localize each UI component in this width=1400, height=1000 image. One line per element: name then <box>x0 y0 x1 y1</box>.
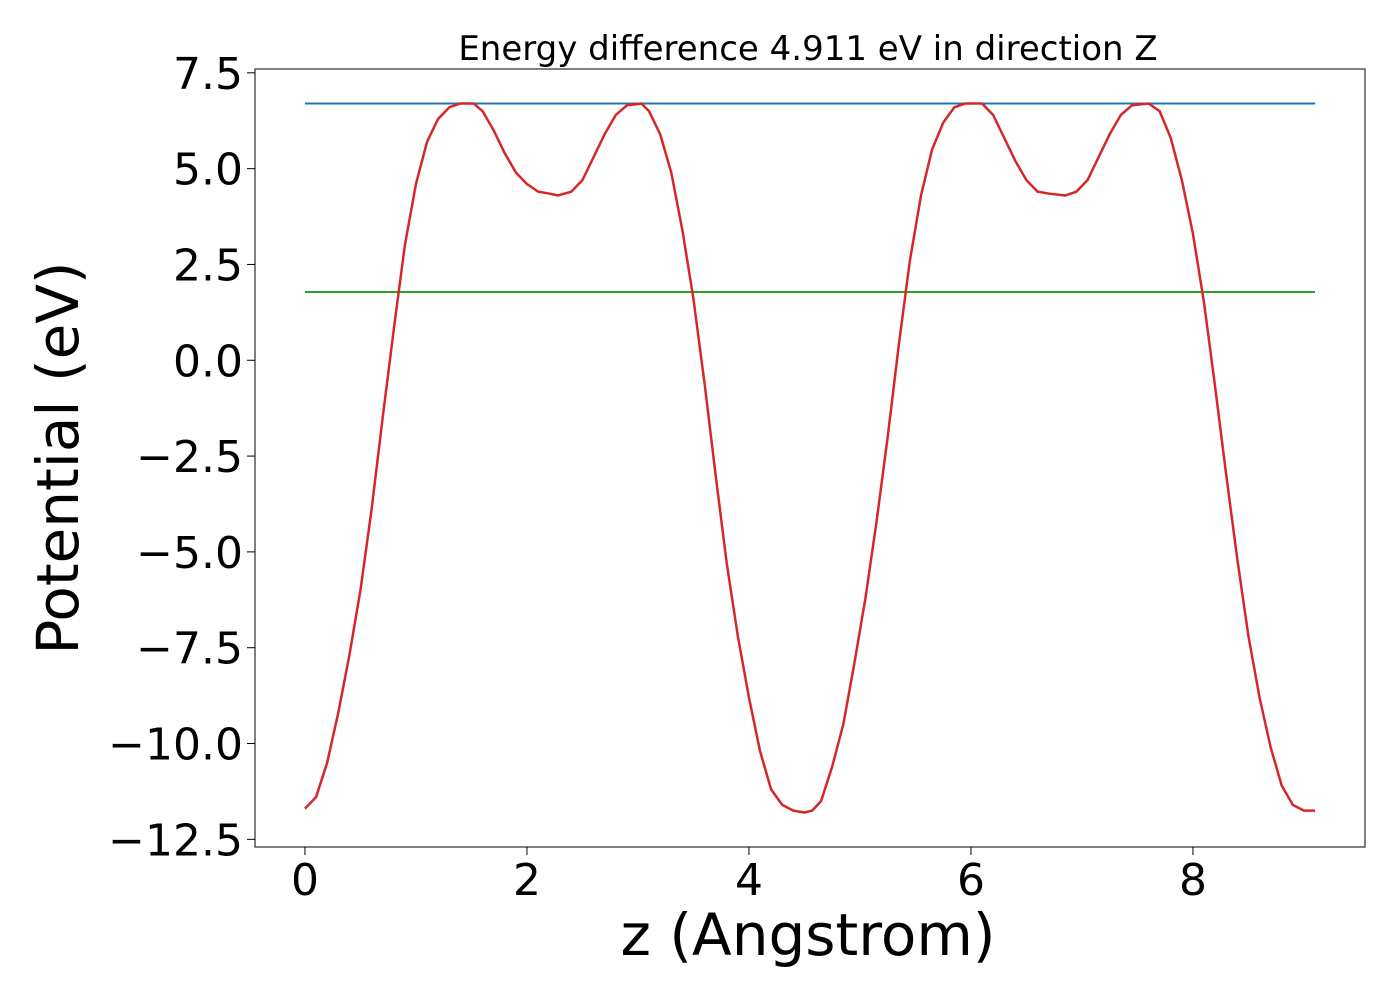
plot-marks <box>304 102 1316 814</box>
y-tick-label: 2.5 <box>173 240 243 291</box>
series-line-1 <box>304 102 1316 814</box>
y-tick-label: −10.0 <box>108 720 243 771</box>
x-tick-label: 6 <box>957 855 985 906</box>
x-tick-label: 0 <box>291 855 319 906</box>
y-tick-label: −7.5 <box>136 624 243 675</box>
x-tick-label: 2 <box>513 855 541 906</box>
y-axis-label: Potential (eV) <box>24 261 92 654</box>
axes-frame <box>254 68 1366 848</box>
y-tick-label: −2.5 <box>136 432 243 483</box>
y-axis: 7.5 5.0 2.5 0.0 −2.5 −5.0 −7.5 −10.0 −12.5 <box>108 49 255 866</box>
x-axis: 0 2 4 6 8 <box>291 847 1207 906</box>
y-tick-label: −5.0 <box>136 528 243 579</box>
chart-title: Energy difference 4.911 eV in direction … <box>458 29 1157 69</box>
y-tick-label: 0.0 <box>173 336 243 387</box>
x-tick-label: 8 <box>1179 855 1207 906</box>
x-tick-label: 4 <box>735 855 763 906</box>
y-tick-label: 7.5 <box>173 49 243 100</box>
y-tick-label: −12.5 <box>108 815 243 866</box>
x-axis-label: z (Angstrom) <box>621 901 996 969</box>
y-tick-label: 5.0 <box>173 145 243 196</box>
